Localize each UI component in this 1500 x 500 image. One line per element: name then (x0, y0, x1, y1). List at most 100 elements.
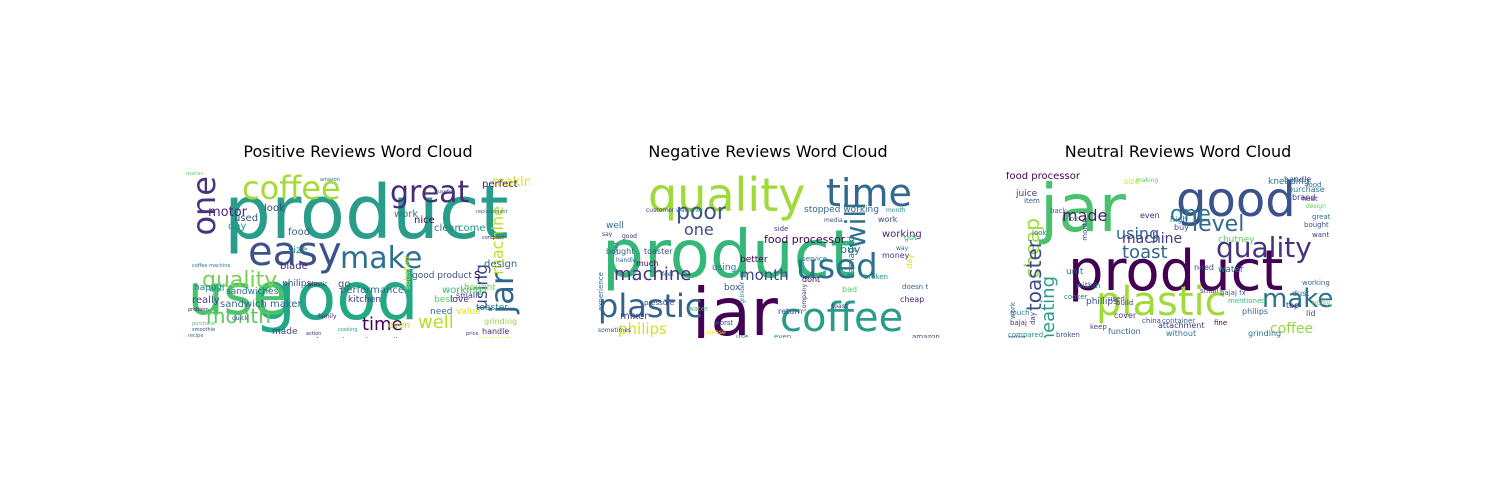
word-using: using (1116, 224, 1160, 243)
word-good: good (1176, 172, 1296, 228)
word-used: used (796, 247, 878, 287)
word-grinding: grinding (484, 317, 518, 326)
word-use: use (188, 263, 288, 328)
word-company: company (801, 284, 808, 312)
word-family: family (318, 313, 337, 320)
word-compact: compact (482, 235, 504, 241)
word-price: price (466, 331, 479, 337)
neutral-title: Neutral Reviews Word Cloud (1064, 142, 1292, 161)
word-bajaj-fx: bajaj fx (1220, 289, 1246, 297)
word-even: even (388, 321, 411, 331)
word-better: better (740, 255, 768, 265)
word-please: please (706, 329, 726, 336)
word-made: made (272, 327, 298, 337)
word-philips: philips (282, 279, 312, 289)
word-love: love (450, 295, 469, 305)
word-replacement: replacement (476, 209, 508, 215)
word-bought: bought (1304, 221, 1329, 229)
word-product: product (1068, 239, 1284, 304)
word-attachment: attachment (1158, 321, 1205, 330)
word-blade: blade (280, 261, 308, 272)
word-good-product: good product (412, 271, 472, 281)
word-day: day (1029, 312, 1037, 325)
word-great: great (1312, 213, 1331, 221)
word-well: well (606, 221, 624, 231)
word-design: design (484, 259, 518, 270)
word-mixer: mixer (620, 311, 649, 322)
word-got: got (904, 233, 918, 242)
neutral-wordcloud: product jar good plastic quality make level one… (1006, 172, 1350, 338)
word-side: side (774, 225, 789, 233)
word-performance: performance (340, 285, 405, 296)
word-time: time (362, 314, 403, 335)
word-sandwich-maker: sandwich maker (220, 299, 302, 310)
word-happy: happy (194, 283, 222, 293)
word-nice: nice (414, 215, 435, 226)
word-unit: unit (1066, 267, 1084, 277)
word-perfect: perfect (482, 179, 518, 190)
word-food-processor: food processor (764, 233, 846, 246)
word-quality: quality (1216, 231, 1312, 264)
word-item: item (1024, 197, 1040, 205)
word-high: high (1170, 215, 1188, 224)
word-phillips: phillips (1086, 297, 1118, 307)
word-sandwiches: sandwiches (226, 287, 279, 297)
word-will: will (208, 283, 225, 294)
word-water: water (688, 305, 708, 313)
word-quick: quick (232, 315, 249, 322)
word-need: need (430, 307, 453, 317)
word-coffee: coffee (1270, 321, 1314, 337)
word-setting: setting (1008, 335, 1026, 339)
word-plastic: plastic (1096, 279, 1227, 325)
word-make: make (1262, 284, 1334, 314)
word-month: month (740, 266, 789, 284)
word-month: month (206, 304, 271, 328)
word-juice: juice (1016, 189, 1038, 199)
word-jar: jar (1040, 172, 1126, 247)
word-cant: cant (613, 242, 620, 256)
word-work: work (394, 209, 419, 220)
word-good: good (254, 258, 419, 335)
word-one: one (684, 220, 714, 239)
word-working: working (442, 285, 482, 296)
word-toast: toast (832, 303, 848, 310)
negative-title: Negative Reviews Word Cloud (648, 142, 888, 161)
word-motor: motor (208, 205, 248, 220)
word-using: using (712, 263, 737, 273)
word-ok: ok (1070, 215, 1079, 223)
word-water: water (1218, 265, 1244, 275)
word-use: use (736, 333, 749, 339)
word-stopped-working: stopped working (804, 205, 879, 215)
word-month: month (886, 207, 906, 214)
word-fine: fine (1214, 319, 1228, 327)
word-need: need (1194, 263, 1214, 272)
word-buy: buy (840, 243, 861, 256)
word-amazon: amazon (320, 177, 340, 183)
word-cover: cover (1114, 311, 1137, 320)
positive-wordcloud: product good use easy coffee one great make jar q… (186, 172, 530, 338)
word-much: much (636, 259, 659, 268)
word-keep: keep (1090, 323, 1107, 331)
word-coffee-machine: coffee machine (192, 263, 231, 269)
word-experience: experience (597, 272, 605, 311)
word-work: work (1009, 302, 1017, 319)
word-small: small (456, 291, 478, 300)
word-heat: heat (1302, 195, 1318, 203)
word-food-processor: food processor (1006, 172, 1080, 182)
word-product: product (224, 172, 509, 256)
word-working: working (1302, 279, 1330, 287)
word-service: service (478, 336, 510, 339)
word-level: level (1192, 212, 1245, 237)
word-go: go (338, 279, 351, 290)
word-cheap: cheap (900, 295, 925, 304)
word-lid: lid (1306, 309, 1316, 318)
word-really: really (192, 295, 220, 306)
word-purchase: purchase (192, 321, 215, 327)
word-day: day (228, 221, 247, 232)
word-even: even (774, 333, 792, 339)
word-function: function (1108, 327, 1141, 336)
word-philips: philips (618, 320, 667, 338)
word-grinding: grinding (1248, 329, 1282, 338)
word-day: day (905, 254, 914, 269)
word-small: small (1200, 287, 1219, 295)
